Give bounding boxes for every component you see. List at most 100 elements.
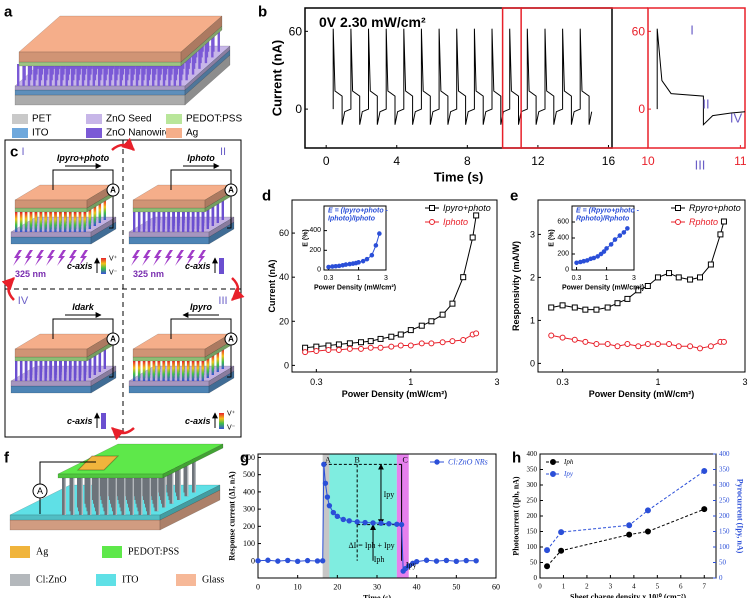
- v-minus: V⁻: [227, 425, 236, 432]
- nanowire: [64, 361, 67, 381]
- ammeter: [106, 332, 120, 346]
- y-axis-title: E (%): [303, 229, 310, 247]
- data-point: [367, 338, 374, 345]
- c-axis-label: c-axis: [67, 416, 93, 426]
- uv-bolt: [153, 250, 162, 266]
- y-tick-label: 400: [527, 450, 538, 458]
- data-point: [571, 336, 578, 343]
- nanowire: [15, 212, 18, 232]
- uv-bolt: [35, 250, 44, 266]
- x-axis-title: Time (s): [434, 170, 484, 185]
- data-point: [604, 304, 611, 311]
- nanowire: [172, 361, 175, 381]
- data-point: [548, 304, 555, 311]
- nanorod: [141, 473, 143, 515]
- nanowire: [49, 64, 52, 86]
- nanorod: [164, 465, 166, 508]
- cycle-arrow: [1, 277, 15, 301]
- data-point: [367, 344, 374, 351]
- nanowire: [133, 361, 136, 381]
- ammeter-label: A: [37, 486, 43, 496]
- chart: 0.3 1 3 0 1 2 3 Power Density (mW/cm²) Responsiv…: [511, 199, 748, 399]
- v-minus: V⁻: [109, 270, 118, 277]
- ito-layer: [128, 385, 210, 394]
- data-point: [388, 333, 395, 340]
- legend-label: Iphoto: [443, 217, 468, 227]
- nanowire: [44, 64, 47, 86]
- data-point: [343, 262, 349, 267]
- x-tick-label: 0.3: [556, 377, 569, 387]
- ag-layer: [14, 348, 88, 358]
- data-point: [449, 338, 456, 345]
- nanorod: [187, 454, 189, 497]
- legend-marker: [429, 219, 435, 225]
- pet-layer: [14, 94, 186, 106]
- y2-tick-label: 400: [719, 450, 730, 458]
- y-axis-title: E (%): [549, 229, 556, 247]
- data-point: [357, 339, 364, 346]
- x-tick-label: 3: [609, 582, 613, 590]
- data-point: [397, 342, 404, 349]
- nanorod: [104, 473, 109, 515]
- y-tick-label: 60: [279, 228, 289, 238]
- data-point: [666, 341, 673, 348]
- data-point: [334, 513, 341, 520]
- x-tick-label: 1: [605, 275, 609, 282]
- circuit-wire: [170, 318, 232, 339]
- y-tick-label: 0: [295, 102, 302, 116]
- nanowire: [133, 212, 136, 232]
- data-point: [439, 339, 446, 346]
- nanowire: [98, 352, 101, 372]
- seed-layer: [10, 380, 92, 387]
- data-point: [357, 345, 364, 352]
- ito-layer: [10, 236, 92, 245]
- nanowire: [34, 361, 37, 381]
- x-tick-label: 3: [742, 377, 747, 387]
- data-point: [571, 304, 578, 311]
- chart: 0 1 2 3 4 5 6 7 0 50 100 150 200 250 300 350 400 0 50 100 15…: [512, 450, 745, 598]
- phase-region: [322, 454, 330, 578]
- quadrant-label: I: [21, 146, 24, 158]
- annotation: Iph: [374, 555, 385, 564]
- data-point: [324, 494, 331, 500]
- data-point: [275, 558, 281, 564]
- data-point: [373, 243, 379, 248]
- data-point: [378, 520, 384, 526]
- nanorod: [130, 473, 134, 515]
- annotation: E = (Ipyro+photo -: [328, 208, 389, 215]
- nanowire: [87, 64, 90, 86]
- legend-swatch: [176, 574, 196, 586]
- nanowire: [33, 64, 36, 86]
- data-point: [584, 258, 590, 263]
- data-point: [701, 506, 708, 513]
- data-point: [544, 563, 551, 570]
- y-tick-label: 200: [309, 247, 321, 254]
- data-point: [548, 332, 555, 339]
- x-tick-label: 12: [531, 154, 545, 168]
- quadrant-label: III: [218, 295, 227, 307]
- data-point: [319, 558, 326, 564]
- nanowire: [93, 206, 96, 226]
- nanowire: [191, 361, 195, 381]
- data-point: [598, 251, 604, 257]
- nanowire: [216, 352, 219, 372]
- uv-bolt: [131, 250, 140, 266]
- x-tick-label: 7: [703, 582, 707, 590]
- data-point: [377, 231, 382, 236]
- y-tick-label: 3: [530, 229, 535, 239]
- nanorod: [184, 454, 189, 497]
- polarization-bar: [101, 258, 106, 274]
- annotation: III: [695, 158, 706, 173]
- nanowire: [27, 64, 31, 86]
- x-tick-label: 1: [562, 582, 566, 590]
- plot-frame: [537, 199, 746, 373]
- y-tick-label: 0: [251, 556, 255, 565]
- pedot-layer: [162, 443, 224, 479]
- nanowire: [29, 361, 33, 381]
- ammeter: [106, 183, 120, 197]
- data-point: [582, 338, 589, 345]
- nanowire: [65, 64, 68, 86]
- nanowire: [146, 64, 149, 86]
- panel-label: a: [4, 4, 13, 21]
- nanowire: [137, 212, 141, 232]
